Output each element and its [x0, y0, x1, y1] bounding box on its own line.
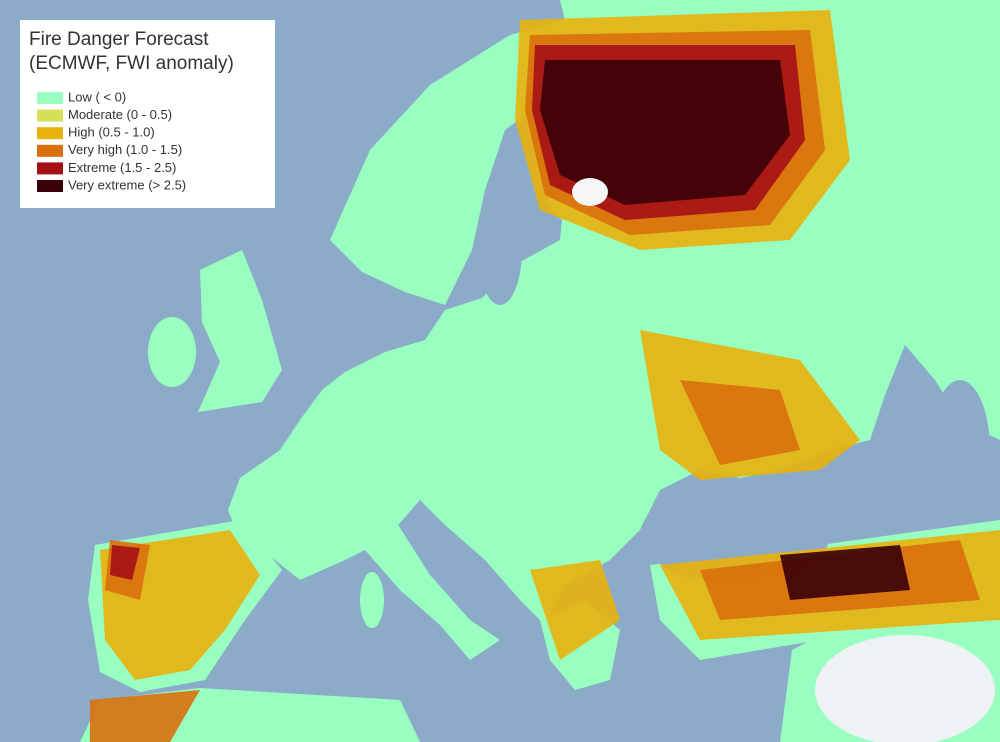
fire-danger-area — [780, 545, 910, 600]
legend-swatch — [37, 92, 63, 104]
landmass — [148, 317, 196, 387]
legend-label: Low ( < 0) — [68, 89, 126, 104]
legend-label: High (0.5 - 1.0) — [68, 125, 155, 140]
legend-label: Moderate (0 - 0.5) — [68, 107, 172, 122]
legend-swatch — [37, 109, 63, 122]
landmass — [360, 515, 500, 660]
legend-subtitle: (ECMWF, FWI anomaly) — [29, 53, 234, 74]
caspian-sea — [930, 380, 990, 520]
baltic-sea — [478, 195, 522, 305]
lake — [572, 178, 608, 206]
legend-swatch — [37, 144, 63, 157]
legend-label: Very extreme (> 2.5) — [68, 177, 186, 192]
fire-danger-area — [90, 690, 200, 742]
legend-swatch — [37, 180, 63, 192]
fire-danger-area — [540, 60, 790, 205]
fire-danger-area — [110, 545, 140, 580]
legend-title: Fire Danger Forecast — [29, 29, 209, 50]
desert — [815, 635, 995, 742]
legend-swatch — [37, 162, 63, 175]
legend-swatch — [37, 127, 63, 140]
legend: Fire Danger Forecast (ECMWF, FWI anomaly… — [20, 20, 275, 208]
landmass — [198, 250, 282, 412]
fire-danger-area — [680, 380, 800, 465]
landmass — [360, 572, 384, 628]
fire-danger-area — [530, 560, 620, 660]
fire-danger-areas — [90, 10, 1000, 742]
legend-label: Very high (1.0 - 1.5) — [68, 142, 182, 157]
legend-label: Extreme (1.5 - 2.5) — [68, 160, 176, 175]
